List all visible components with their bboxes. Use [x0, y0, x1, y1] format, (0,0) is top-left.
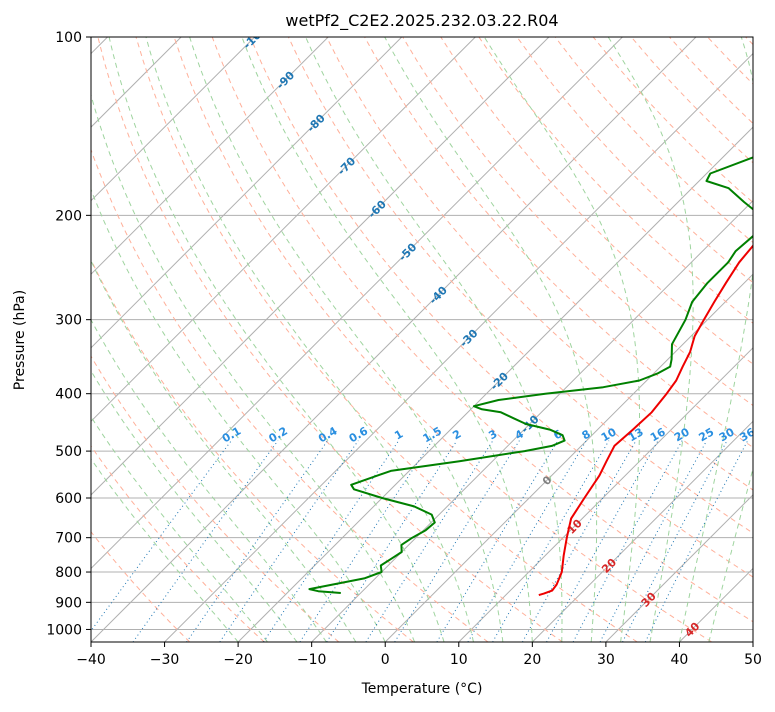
x-axis-label: Temperature (°C)	[361, 681, 483, 697]
isotherm-label: 40	[682, 620, 702, 640]
x-tick-label: 40	[671, 652, 689, 668]
mixing-ratio-label: 0.4	[316, 424, 340, 445]
isotherm-line	[91, 37, 696, 642]
mixing-ratio-line	[645, 441, 747, 642]
mixing-ratio-label: 36	[737, 425, 757, 444]
x-tick-label: 20	[523, 652, 541, 668]
dry-adiabat-line	[0, 37, 264, 642]
dry-adiabat-line	[479, 37, 775, 642]
dry-adiabat-line	[669, 37, 775, 642]
x-tick-label: −10	[297, 652, 327, 668]
mixing-ratio-label: 1	[392, 427, 405, 442]
mixing-ratio-line	[187, 441, 328, 642]
isotherm-line	[0, 37, 255, 642]
isotherm-line	[753, 37, 775, 642]
x-tick-label: −40	[76, 652, 106, 668]
mixing-ratio-label: 0.2	[266, 424, 289, 445]
isotherm-label: 0	[540, 473, 555, 488]
mixing-ratio-label: 0.6	[347, 424, 371, 445]
mixing-ratio-line	[220, 441, 358, 642]
mixing-ratio-label: 10	[599, 425, 619, 444]
y-tick-label: 800	[55, 565, 82, 581]
mixing-ratio-label: 30	[717, 425, 737, 444]
x-axis: −40 −30 −20 −10 0 10 20 30 40 50	[76, 642, 762, 668]
mixing-ratio-label: 13	[626, 425, 646, 444]
y-tick-label: 200	[55, 208, 82, 224]
y-tick-label: 500	[55, 444, 82, 460]
moist-adiabat-line	[242, 37, 532, 642]
dry-adiabat-line	[555, 37, 775, 642]
mixing-ratio-label: 20	[672, 425, 692, 444]
dry-adiabat-line	[746, 37, 775, 642]
dry-adiabat-line	[441, 37, 775, 642]
mixing-ratio-label: 16	[648, 425, 668, 444]
mixing-ratio-line	[83, 441, 232, 642]
mixing-ratio-label: 25	[697, 425, 717, 444]
mixing-ratio-line	[366, 441, 493, 642]
dry-adiabat-line	[0, 37, 339, 642]
isotherm-label: -80	[305, 112, 328, 135]
moist-adiabat-line	[679, 37, 760, 642]
mixing-ratio-line	[600, 441, 707, 642]
moist-adiabat-line	[709, 37, 775, 642]
mixing-ratio-line	[493, 441, 609, 642]
isotherm-label: -60	[366, 197, 389, 220]
mixing-ratio-line	[133, 441, 278, 642]
mixing-ratio-line	[264, 441, 399, 642]
isotherm-line	[0, 37, 402, 642]
dry-adiabat-line	[22, 37, 414, 642]
background-lines	[0, 37, 775, 642]
dry-adiabat-line	[136, 37, 637, 642]
moist-adiabat-line	[608, 37, 693, 642]
moist-adiabat-line	[306, 37, 562, 642]
dry-adiabat-line	[593, 37, 775, 642]
y-tick-label: 1000	[46, 622, 82, 638]
profile-lines	[309, 37, 775, 595]
dry-adiabat-line	[60, 37, 488, 642]
x-tick-label: 50	[744, 652, 762, 668]
y-axis-label: Pressure (hPa)	[12, 290, 28, 390]
mixing-ratio-label: 2	[450, 427, 463, 442]
mixing-ratio-label: 1.5	[421, 424, 444, 445]
chart-title: wetPf2_C2E2.2025.232.03.22.R04	[285, 11, 558, 31]
moist-adiabat-line	[0, 37, 268, 642]
mixing-ratio-label: 0.1	[220, 424, 243, 445]
dry-adiabat-line	[517, 37, 775, 642]
x-tick-label: 10	[450, 652, 468, 668]
isotherm-line	[385, 37, 775, 642]
moist-adiabat-line	[0, 37, 238, 642]
y-tick-label: 100	[55, 30, 82, 46]
y-tick-label: 900	[55, 595, 82, 611]
y-tick-label: 300	[55, 313, 82, 329]
isotherm-line	[312, 37, 775, 642]
moist-adiabat-line	[190, 37, 503, 642]
isotherm-line	[532, 37, 775, 642]
x-tick-label: −20	[223, 652, 253, 668]
dry-adiabat-line	[212, 37, 775, 642]
y-tick-label: 600	[55, 491, 82, 507]
dry-adiabat-line	[708, 37, 775, 642]
isotherm-line	[459, 37, 775, 642]
plot-frame	[91, 37, 753, 642]
y-tick-label: 400	[55, 387, 82, 403]
x-tick-label: 30	[597, 652, 615, 668]
mixing-ratio-label: 8	[580, 427, 593, 442]
temperature-profile-line	[539, 37, 775, 595]
y-tick-label: 700	[55, 531, 82, 547]
x-tick-label: 0	[381, 652, 390, 668]
x-tick-label: −30	[150, 652, 180, 668]
y-axis: 100 200 300 400 500 600 700 800 900 1000	[46, 30, 91, 638]
